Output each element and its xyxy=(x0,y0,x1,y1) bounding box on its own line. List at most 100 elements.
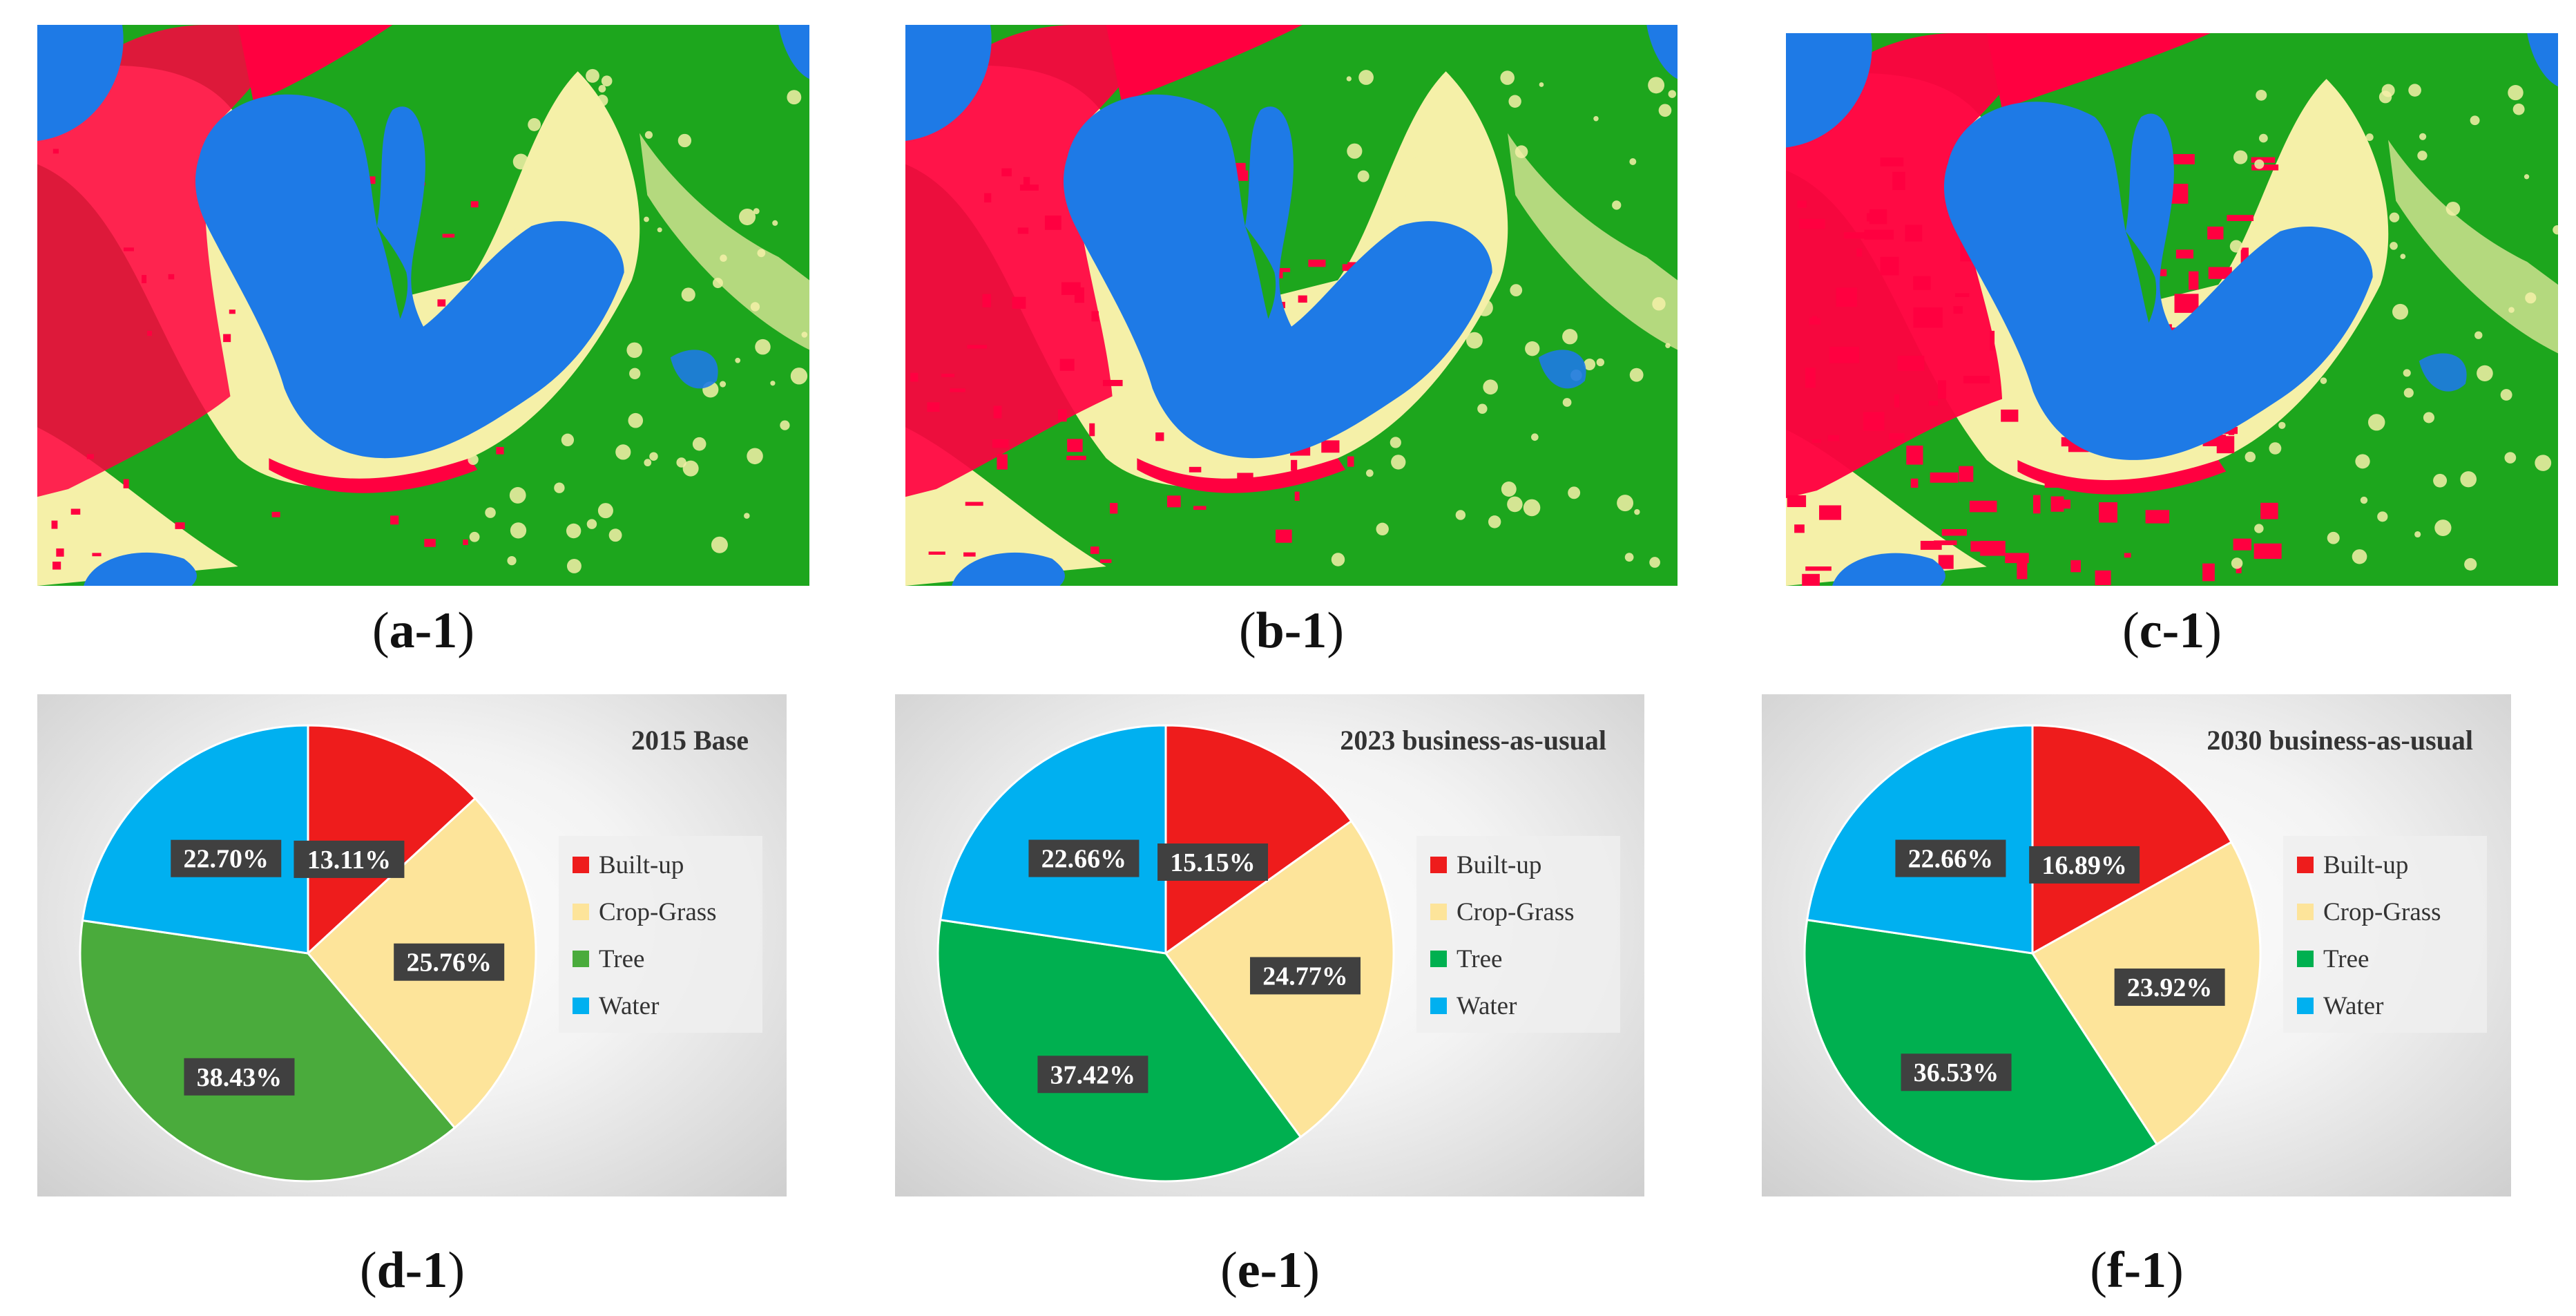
built-up-patch xyxy=(442,233,455,238)
built-up-patch xyxy=(2044,476,2062,488)
crop-grass-patch xyxy=(468,454,479,466)
built-up-patch xyxy=(2189,271,2199,290)
crop-grass-patch xyxy=(644,216,649,222)
built-up-patch xyxy=(1812,316,1818,322)
crop-grass-patch xyxy=(2233,150,2248,164)
built-up-area xyxy=(1986,33,2211,110)
built-up-patch xyxy=(1980,540,2006,556)
data-label-crop-grass: 25.76% xyxy=(406,948,492,978)
built-up-patch xyxy=(369,176,376,184)
built-up-patch xyxy=(147,330,152,336)
pie-slice-tree xyxy=(79,919,456,1183)
crop-grass-patch xyxy=(2500,389,2512,401)
built-up-patch xyxy=(1799,218,1825,229)
built-up-patch xyxy=(1836,287,1858,307)
built-up-patch xyxy=(1167,495,1181,508)
crop-grass-patch xyxy=(1347,143,1363,159)
built-up-patch xyxy=(1193,506,1207,511)
built-up-patch xyxy=(1291,459,1298,471)
built-up-patch xyxy=(1102,379,1123,386)
built-up-patch xyxy=(2017,560,2028,580)
pie-chart: 2030 business-as-usual 16.89% 23.92% 36.53%… xyxy=(1803,724,2487,1183)
crop-grass-patch xyxy=(601,75,613,87)
built-up-patch xyxy=(1843,232,1867,239)
crop-grass-patch xyxy=(2256,89,2267,101)
crop-grass-patch xyxy=(2254,159,2265,169)
crop-grass-patch xyxy=(2470,115,2480,126)
crop-grass-patch xyxy=(2311,211,2317,217)
legend-swatch-crop-grass xyxy=(573,904,589,920)
crop-grass-patch xyxy=(2269,442,2282,455)
crop-grass-patch xyxy=(1568,486,1581,499)
built-up-patch xyxy=(1938,380,1947,399)
built-up-patch xyxy=(1889,433,1905,440)
crop-grass-patch xyxy=(2378,90,2392,104)
built-up-patch xyxy=(997,454,1008,470)
built-up-patch xyxy=(52,149,59,154)
crop-grass-patch xyxy=(790,368,808,385)
crop-grass-patch xyxy=(1629,158,1637,165)
built-up-patch xyxy=(1928,401,1939,406)
crop-grass-patch xyxy=(1508,95,1521,108)
built-up-patch xyxy=(1805,566,1832,571)
built-up-patch xyxy=(2236,566,2242,573)
data-label-box xyxy=(294,840,405,878)
crop-grass-patch xyxy=(1376,522,1389,536)
crop-grass-patch xyxy=(1531,433,1539,441)
crop-grass-patch xyxy=(1584,359,1596,371)
peninsula-tree xyxy=(2125,231,2157,323)
crop-grass-patch xyxy=(1386,400,1399,413)
built-up-patch xyxy=(2095,570,2111,586)
crop-grass-patch xyxy=(2508,307,2515,313)
built-up-patch xyxy=(1906,446,1923,465)
built-up-patch xyxy=(993,406,1002,419)
built-up-area xyxy=(37,25,292,497)
built-up-patch xyxy=(1308,259,1326,267)
data-label-tree: 37.42% xyxy=(1050,1060,1136,1089)
built-up-patch xyxy=(2173,153,2195,164)
lake-water xyxy=(1943,102,2373,460)
bay-water xyxy=(37,25,124,141)
legend-swatch-tree xyxy=(1430,951,1447,967)
crop-grass-patch xyxy=(1476,299,1493,316)
crop-grass-patch xyxy=(1500,70,1515,85)
pie-chart: 2023 business-as-usual 15.15% 24.77% 37.42%… xyxy=(936,724,1620,1183)
crop-grass-patch xyxy=(753,208,760,215)
built-up-patch xyxy=(1969,500,1997,513)
crop-grass-patch xyxy=(1465,332,1483,349)
built-up-patch xyxy=(965,502,983,506)
data-label-box xyxy=(2029,846,2140,884)
built-up-patch xyxy=(52,562,61,570)
crop-grass-patch xyxy=(1525,341,1540,356)
crop-grass-patch xyxy=(586,68,599,83)
built-up-patch xyxy=(1930,472,1959,483)
data-label-water: 22.70% xyxy=(184,845,269,874)
crop-grass-area xyxy=(2388,140,2558,354)
built-up-patch xyxy=(1990,330,1995,351)
crop-grass-patch xyxy=(2278,421,2286,429)
crop-grass-patch xyxy=(676,457,686,468)
built-up-patch xyxy=(1892,171,1905,191)
built-up-patch xyxy=(470,201,479,208)
legend-label-tree: Tree xyxy=(2323,945,2369,973)
crop-grass-patch xyxy=(1652,297,1666,311)
lake-water-south xyxy=(1832,553,1945,586)
built-up-patch xyxy=(1109,503,1118,514)
crop-grass-patch xyxy=(787,90,802,105)
built-up-patch xyxy=(1867,213,1884,222)
crop-grass-patch xyxy=(1455,510,1466,520)
crop-grass-patch xyxy=(1468,123,1478,133)
legend-box xyxy=(1416,836,1620,1033)
crop-grass-patch xyxy=(644,131,653,139)
data-label-box xyxy=(1037,1056,1148,1094)
data-label-built-up: 15.15% xyxy=(1170,848,1256,877)
built-up-patch xyxy=(86,454,94,459)
built-up-patch xyxy=(463,539,468,545)
legend-swatch-water xyxy=(1430,998,1447,1014)
crop-grass-patch xyxy=(598,84,606,93)
crop-grass-patch xyxy=(657,227,662,233)
built-up-patch xyxy=(2050,496,2064,512)
crop-grass-patch xyxy=(628,412,644,428)
crop-grass-patch xyxy=(1507,496,1523,513)
legend-box xyxy=(559,836,762,1033)
